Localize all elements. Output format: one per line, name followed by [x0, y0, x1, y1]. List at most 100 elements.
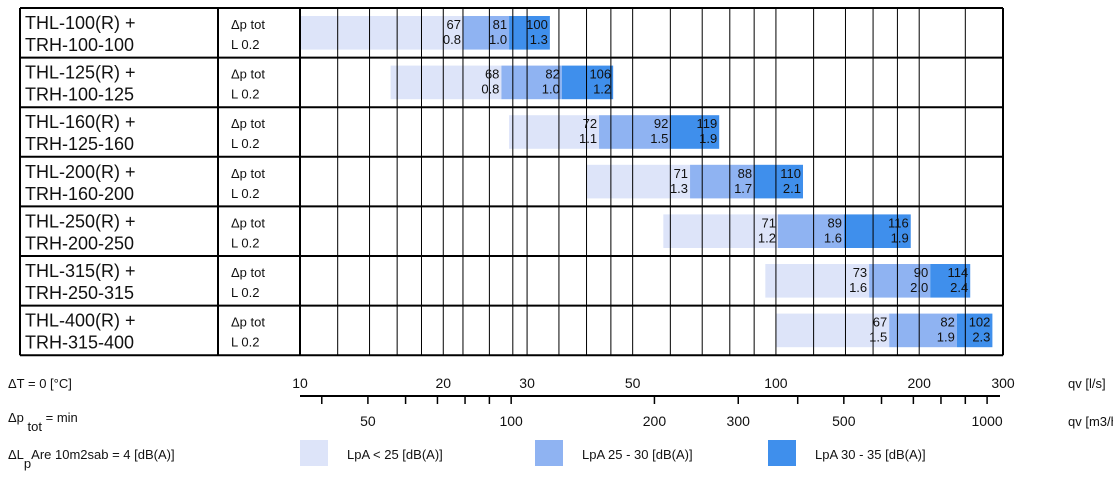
sound-value: 2.0	[910, 280, 928, 295]
pressure-row-label: Δp tot	[231, 265, 265, 280]
legend-label: LpA 30 - 35 [dB(A)]	[815, 447, 926, 462]
pressure-row-label: Δp tot	[231, 166, 265, 181]
legend-label: LpA 25 - 30 [dB(A)]	[582, 447, 693, 462]
sound-row-label: L 0.2	[231, 136, 259, 151]
pressure-value: 102	[969, 315, 991, 330]
sound-value: 1.9	[937, 330, 955, 345]
sound-row-label: L 0.2	[231, 87, 259, 102]
axis-tick-label-m3h: 500	[832, 413, 856, 429]
sound-value: 0.8	[443, 32, 461, 47]
model-size: TRH-100-125	[25, 85, 134, 105]
model-name: THL-400(R) +	[25, 311, 136, 331]
sound-value: 1.0	[542, 82, 560, 97]
legend-swatch	[768, 440, 796, 466]
model-size: TRH-315-400	[25, 333, 134, 353]
axis-tick-label-ls: 10	[292, 375, 308, 391]
pressure-value: 73	[853, 265, 867, 280]
bar-segment	[690, 164, 755, 199]
pressure-value: 68	[485, 67, 499, 82]
bar-segment	[670, 115, 720, 149]
sound-value: 1.0	[489, 32, 507, 47]
pressure-value: 110	[780, 166, 801, 181]
pressure-note: Δp tot = min	[8, 410, 78, 434]
sound-note-rest: Are 10m2sab = 4 [dB(A)]	[31, 447, 174, 462]
sound-value: 1.2	[593, 82, 611, 97]
legend-swatch	[300, 440, 328, 466]
bar-segment	[663, 214, 778, 248]
bar-segment	[843, 214, 911, 248]
pressure-row-label: Δp tot	[231, 215, 265, 230]
sound-note-sub: p	[24, 456, 31, 471]
pressure-value: 81	[493, 17, 507, 32]
pressure-note-rest: = min	[42, 410, 78, 425]
bar-segment	[509, 16, 550, 50]
bar-segment	[300, 16, 463, 50]
sound-correction-note: ΔLpAre 10m2sab = 4 [dB(A)]	[8, 447, 175, 471]
pressure-value: 71	[674, 166, 688, 181]
sound-note-main: ΔL	[8, 447, 24, 462]
pressure-value: 71	[762, 215, 776, 230]
axis-tick-label-m3h: 300	[727, 413, 751, 429]
legend-swatch	[535, 440, 563, 466]
pressure-row-label: Δp tot	[231, 315, 265, 330]
pressure-value: 82	[940, 315, 954, 330]
bar-segment	[501, 65, 562, 100]
grid-layer	[19, 7, 1004, 357]
sound-value: 1.6	[824, 230, 842, 245]
value-label-layer: 670.8811.01001.3680.8821.01061.2721.1921…	[443, 17, 991, 345]
pressure-value: 72	[583, 116, 597, 131]
pressure-value: 82	[545, 67, 559, 82]
sound-row-label: L 0.2	[231, 235, 259, 250]
axis-tick-label-m3h: 200	[643, 413, 667, 429]
footer-layer: ΔT = 0 [°C] Δp tot = min ΔLpAre 10m2sab = …	[8, 376, 926, 471]
pressure-note-main: Δp	[8, 410, 24, 425]
sound-value: 1.6	[849, 280, 867, 295]
bar-segment	[777, 214, 844, 248]
bar-segment	[956, 313, 993, 348]
pressure-value: 67	[873, 315, 887, 330]
pressure-note-sub: tot	[24, 419, 42, 434]
axis-tick-label-ls: 200	[908, 375, 932, 391]
pressure-value: 106	[589, 67, 611, 82]
legend-label: LpA < 25 [dB(A)]	[347, 447, 443, 462]
temperature-note: ΔT = 0 [°C]	[8, 376, 72, 391]
axis-tick-label-ls: 50	[625, 375, 641, 391]
pressure-value: 90	[914, 265, 928, 280]
bar-segment	[930, 264, 971, 298]
sound-value: 1.5	[650, 131, 668, 146]
sound-value: 2.3	[972, 330, 990, 345]
axis-layer: 10 20 30 50 100 200 300 qv [l/s] 50 100 200 300 500 1…	[292, 375, 1113, 429]
sound-row-label: L 0.2	[231, 335, 259, 350]
model-size: TRH-100-100	[25, 35, 134, 55]
sound-row-label: L 0.2	[231, 186, 259, 201]
axis-tick-label-m3h: 100	[499, 413, 523, 429]
pressure-value: 67	[446, 17, 460, 32]
pressure-value: 114	[947, 265, 968, 280]
axis-unit-m3h: qv [m3/h]	[1068, 414, 1113, 429]
sound-value: 1.5	[869, 330, 887, 345]
axis-tick-label-ls: 300	[991, 375, 1015, 391]
pressure-value: 119	[696, 116, 717, 131]
sound-row-label: L 0.2	[231, 285, 259, 300]
model-name: THL-100(R) +	[25, 13, 136, 33]
sound-value: 1.2	[758, 230, 776, 245]
bar-segment	[561, 65, 614, 100]
sound-value: 1.9	[699, 131, 717, 146]
axis-tick-label-ls: 30	[519, 375, 535, 391]
bar-segment	[754, 164, 804, 199]
row-label-layer: THL-100(R) +TRH-100-100 Δp tot L 0.2 THL-12…	[25, 13, 265, 353]
bar-layer	[300, 16, 993, 348]
bar-segment	[390, 65, 502, 100]
sound-value: 0.8	[481, 82, 499, 97]
model-name: THL-200(R) +	[25, 162, 136, 182]
model-size: TRH-250-315	[25, 283, 134, 303]
model-name: THL-250(R) +	[25, 211, 136, 231]
sound-value: 1.1	[579, 131, 597, 146]
axis-tick-label-ls: 20	[435, 375, 451, 391]
model-size: TRH-160-200	[25, 184, 134, 204]
pressure-value: 89	[828, 215, 842, 230]
model-size: TRH-125-160	[25, 134, 134, 154]
bar-segment	[889, 313, 957, 348]
bar-segment	[869, 264, 931, 298]
